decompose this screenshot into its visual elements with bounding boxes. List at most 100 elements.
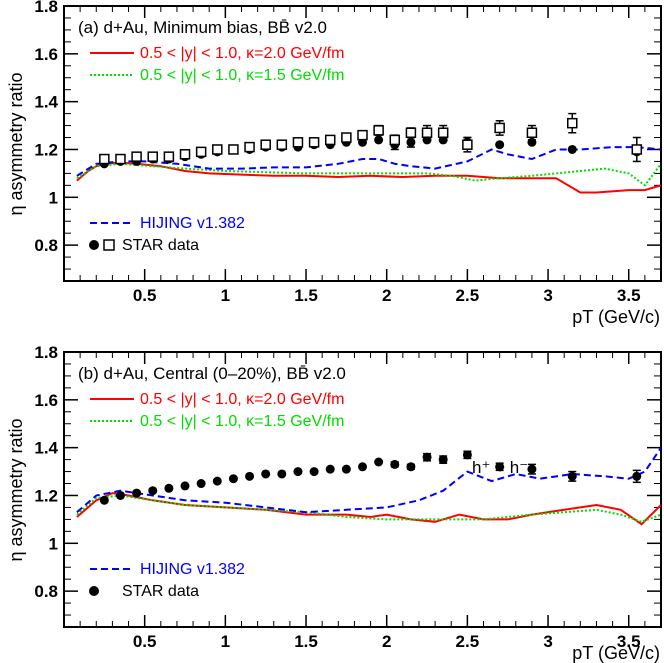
legend-entry: HIJING v1.382: [90, 561, 245, 578]
data-point-filled-circle: [374, 457, 384, 467]
data-point-open-square: [405, 127, 417, 138]
data-point-open-square: [308, 137, 320, 148]
data-point-filled-circle: [277, 469, 287, 479]
legend-marker-circle: [89, 240, 99, 250]
x-tick-label: 0.5: [133, 632, 157, 651]
series-line: [76, 447, 661, 514]
data-point-open-square: [228, 144, 239, 155]
data-point-open-square: [99, 153, 110, 165]
y-tick-label: 0.8: [34, 236, 58, 255]
data-point-open-square: [163, 151, 175, 162]
data-point-open-square: [631, 144, 643, 155]
series-line: [76, 162, 661, 187]
x-tick-label: 1: [221, 286, 230, 305]
data-point-open-square: [292, 137, 304, 148]
x-tick-label: 3.5: [617, 632, 641, 651]
y-axis-title: η asymmetry ratio: [6, 418, 26, 561]
data-point-filled-circle: [196, 479, 206, 489]
data-point-filled-circle: [164, 483, 174, 493]
series-line: [76, 161, 661, 194]
tick-group: 0.5 1 1.5 2 2.5 3 3.5 0.8 1 1.2 1.4 1.6 1.8: [34, 0, 662, 305]
y-tick-label: 1.2: [34, 140, 58, 159]
series-line: [76, 492, 661, 526]
data-point-filled-circle: [180, 481, 190, 491]
legend-label: HIJING v1.382: [140, 561, 245, 578]
data-point-filled-circle: [325, 464, 335, 474]
data-point-open-square: [357, 129, 368, 141]
y-tick-label: 1: [49, 188, 58, 207]
legend-entry: STAR data: [89, 237, 199, 254]
legend-marker-square: [103, 239, 115, 251]
data-point-filled-circle: [245, 471, 255, 481]
y-tick-label: 1.4: [34, 439, 58, 458]
data-point-open-square: [373, 125, 384, 136]
legend-label: STAR data: [122, 237, 199, 254]
data-point-filled-circle: [132, 488, 142, 498]
data-point-open-square: [421, 127, 433, 138]
data-point-open-square: [462, 139, 473, 150]
legend-entry: 0.5 < |y| < 1.0, κ=1.5 GeV/fm: [90, 413, 344, 430]
data-point-open-square: [526, 127, 538, 138]
data-point-open-square: [212, 144, 223, 155]
data-point-filled-circle: [438, 455, 448, 465]
panel-title: (b) d+Au, Central (0–20%), BB̄ v2.0: [78, 364, 346, 383]
legend: 0.5 < |y| < 1.0, κ=2.0 GeV/fm 0.5 < |y| <…: [89, 45, 344, 254]
series-line: [76, 494, 661, 523]
x-tick-label: 3: [543, 632, 552, 651]
data-point-filled-circle: [495, 462, 505, 472]
y-tick-label: 1.6: [34, 391, 58, 410]
data-point-open-square: [131, 151, 142, 162]
data-point-filled-circle: [567, 144, 577, 154]
plot-frame: [63, 5, 662, 282]
data-point-filled-circle: [527, 464, 537, 474]
data-point-filled-circle: [495, 140, 505, 150]
x-tick-label: 1: [221, 632, 230, 651]
y-tick-label: 1.2: [34, 486, 58, 505]
x-axis-title: pT (GeV/c): [572, 307, 660, 327]
data-point-open-square: [324, 134, 336, 146]
legend-entry: 0.5 < |y| < 1.0, κ=1.5 GeV/fm: [90, 67, 344, 84]
data-point-filled-circle: [148, 486, 158, 496]
tick-group: 0.5 1 1.5 2 2.5 3 3.5 0.8 1 1.2 1.4 1.6 1.8: [34, 343, 662, 651]
data-point-filled-circle: [115, 490, 125, 500]
data-point-open-square: [195, 146, 207, 158]
legend-entry: 0.5 < |y| < 1.0, κ=2.0 GeV/fm: [90, 391, 344, 408]
plot-area: [76, 112, 661, 194]
legend: 0.5 < |y| < 1.0, κ=2.0 GeV/fm 0.5 < |y| <…: [89, 391, 344, 600]
y-tick-label: 0.8: [34, 582, 58, 601]
y-tick-label: 1.4: [34, 93, 58, 112]
data-point-open-square: [341, 132, 352, 143]
data-point-filled-circle: [406, 462, 416, 472]
x-tick-label: 2: [382, 286, 391, 305]
annotation-label: h⁺ + h⁻: [472, 458, 528, 477]
data-point-open-square: [244, 141, 255, 153]
data-point-filled-circle: [390, 459, 400, 469]
data-point-filled-circle: [358, 462, 367, 472]
y-tick-label: 1.8: [34, 0, 58, 16]
data-point-filled-circle: [374, 135, 384, 145]
x-tick-label: 2.5: [456, 286, 480, 305]
panel-b: 0.5 1 1.5 2 2.5 3 3.5 0.8 1 1.2 1.4 1.6 1.8 (b) d+Au…: [6, 343, 662, 663]
data-point-filled-circle: [567, 471, 577, 481]
data-point-open-square: [260, 139, 271, 150]
legend-label: 0.5 < |y| < 1.0, κ=1.5 GeV/fm: [140, 67, 344, 84]
panel-a: 0.5 1 1.5 2 2.5 3 3.5 0.8 1 1.2 1.4 1.6 1.8 (a) d+Au…: [6, 0, 662, 327]
legend-entry: STAR data: [89, 583, 199, 600]
data-point-filled-circle: [99, 495, 109, 505]
x-tick-label: 3: [543, 286, 552, 305]
data-point-open-square: [276, 139, 288, 150]
data-point-filled-circle: [309, 467, 319, 477]
data-point-filled-circle: [261, 469, 271, 479]
legend-label: STAR data: [122, 583, 199, 600]
legend-marker-circle: [89, 586, 99, 596]
data-point-filled-circle: [228, 474, 238, 484]
x-tick-label: 2.5: [456, 632, 480, 651]
x-tick-label: 1.5: [294, 632, 318, 651]
data-point-open-square: [147, 151, 158, 162]
data-point-filled-circle: [406, 137, 416, 147]
data-point-open-square: [389, 134, 401, 146]
data-point-filled-circle: [341, 464, 351, 474]
x-tick-label: 1.5: [294, 286, 318, 305]
data-point-filled-circle: [632, 471, 642, 481]
data-point-filled-circle: [212, 476, 222, 486]
